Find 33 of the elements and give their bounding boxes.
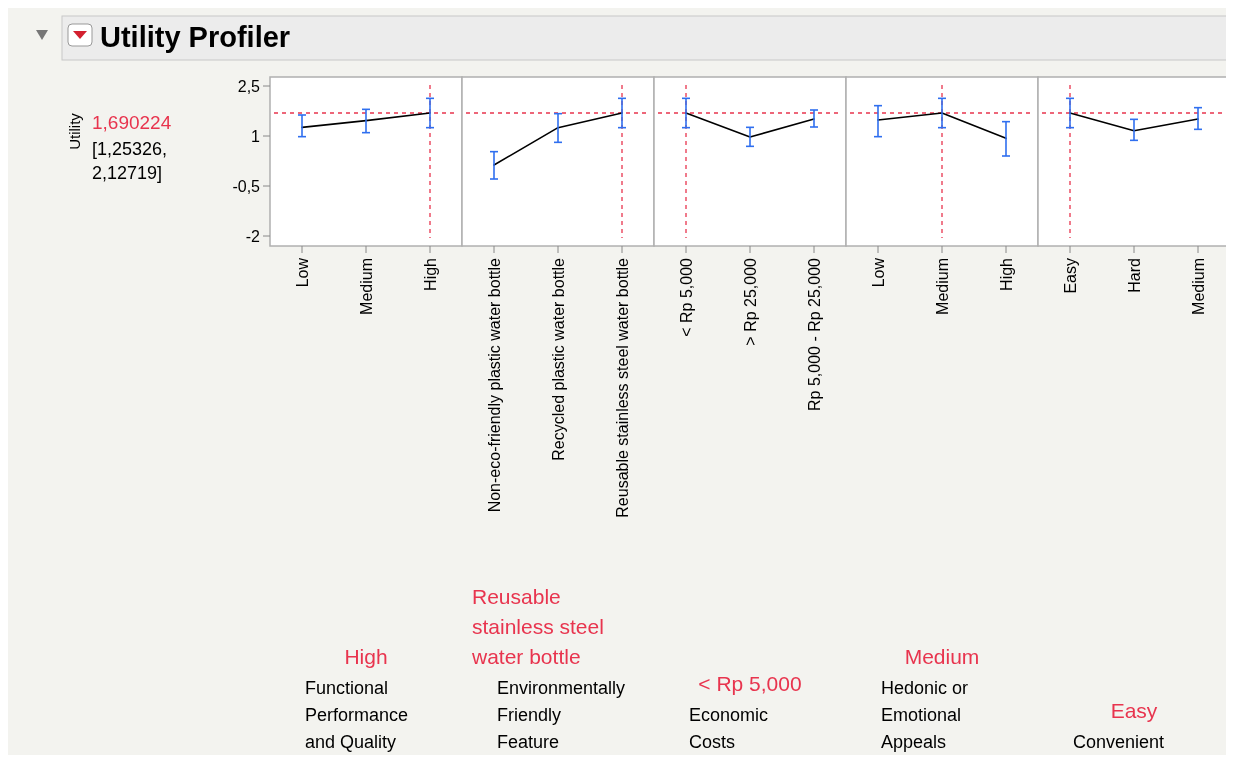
x-tick-label: Low xyxy=(294,257,311,288)
y-tick-label: -2 xyxy=(245,227,261,245)
x-tick-label: High xyxy=(998,258,1015,291)
x-tick-label: Medium xyxy=(358,258,375,315)
y-tick-label: -0,5 xyxy=(232,177,261,195)
x-tick-label: Non-eco-friendly plastic water bottle xyxy=(486,257,503,513)
x-tick-label: Hard xyxy=(1126,258,1143,293)
x-axis-title: Economic Costs xyxy=(689,705,769,752)
ref-line-label: Reusable stainless steel water bottle xyxy=(471,585,604,668)
x-tick-label: Medium xyxy=(1190,258,1207,315)
x-axis-title: Hedonic or Emotional Appeals xyxy=(881,678,969,752)
x-tick-label: Easy xyxy=(1062,258,1079,294)
y-axis-title: Utility xyxy=(66,112,83,150)
x-tick-label: Low xyxy=(870,257,887,288)
ref-line-label: < Rp 5,000 xyxy=(698,672,802,695)
ref-line-label: Easy xyxy=(1110,699,1158,722)
y-tick-label: 2,5 xyxy=(237,77,261,95)
x-tick-label: > Rp 25,000 xyxy=(742,257,759,346)
x-axis-title: Convenient xyxy=(1073,732,1165,752)
ref-line-label: 1,690224 xyxy=(92,112,172,133)
y-tick-label: 1 xyxy=(251,127,261,145)
x-tick-label: Recycled plastic water bottle xyxy=(550,257,567,461)
x-tick-label: High xyxy=(422,258,439,291)
x-axis-title: Environmentally Friendly Feature xyxy=(497,678,626,752)
x-tick-label: Medium xyxy=(934,258,951,315)
ref-line-label: High xyxy=(344,645,388,668)
text: [1,25326, 2,12719] xyxy=(92,139,168,183)
x-axis-title: Functional Performance and Quality xyxy=(305,678,409,752)
x-tick-label: < Rp 5,000 xyxy=(678,257,695,337)
chart-title: Utility Profiler xyxy=(100,21,291,53)
x-tick-label: Reusable stainless steel water bottle xyxy=(614,257,631,518)
ref-line-label: Medium xyxy=(904,645,980,668)
x-tick-label: Rp 5,000 - Rp 25,000 xyxy=(806,257,823,411)
